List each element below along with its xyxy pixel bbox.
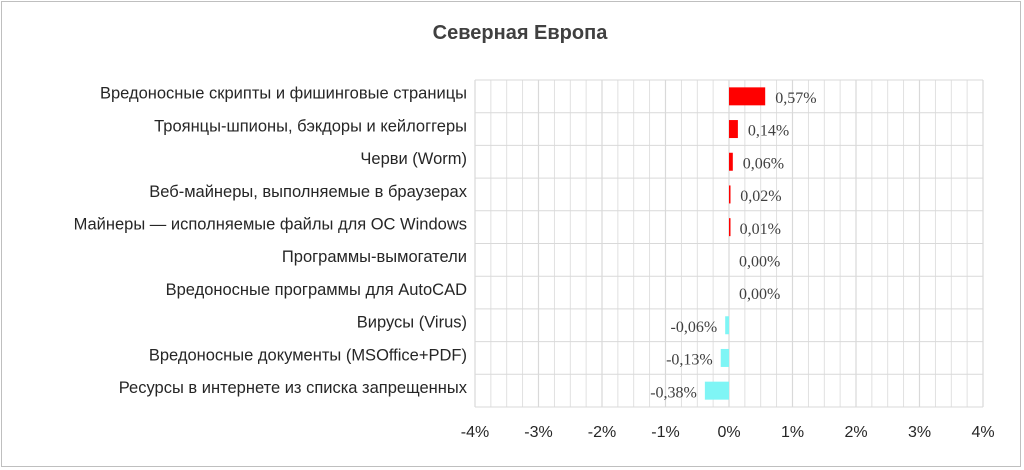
bar xyxy=(729,87,766,106)
data-label: 0,01% xyxy=(740,221,781,238)
data-label: 0,57% xyxy=(775,90,816,107)
category-label: Вредоносные документы (MSOffice+PDF) xyxy=(149,346,467,364)
data-label: 0,00% xyxy=(739,286,780,303)
x-tick-label: -2% xyxy=(588,424,616,441)
data-label: -0,13% xyxy=(666,352,713,369)
data-label: 0,06% xyxy=(743,155,784,172)
data-label: 0,14% xyxy=(748,123,789,140)
category-label: Майнеры — исполняемые файлы для ОС Windo… xyxy=(74,216,467,234)
bar xyxy=(729,185,731,204)
bar xyxy=(729,120,738,139)
category-label: Вредоносные программы для AutoCAD xyxy=(166,281,467,299)
x-tick-label: -3% xyxy=(524,424,552,441)
category-label: Троянцы-шпионы, бэкдоры и кейлоггеры xyxy=(154,117,467,135)
bar xyxy=(720,348,729,367)
x-tick-label: 2% xyxy=(844,424,867,441)
category-label: Вредоносные скрипты и фишинговые страниц… xyxy=(100,85,467,103)
x-tick-label: 0% xyxy=(717,424,740,441)
bar xyxy=(704,381,729,400)
x-tick-label: -1% xyxy=(651,424,679,441)
x-tick-label: 4% xyxy=(971,424,994,441)
data-label: -0,38% xyxy=(650,384,697,401)
bar xyxy=(729,218,731,237)
category-label: Черви (Worm) xyxy=(360,150,467,168)
chart-title: Северная Европа xyxy=(432,22,608,44)
data-label: -0,06% xyxy=(671,319,718,336)
x-tick-label: 1% xyxy=(781,424,804,441)
category-label: Вирусы (Virus) xyxy=(357,314,467,332)
bar xyxy=(729,152,733,171)
category-label: Ресурсы в интернете из списка запрещенны… xyxy=(119,379,468,397)
x-tick-label: -4% xyxy=(461,424,489,441)
bar xyxy=(725,316,729,335)
category-label: Программы-вымогатели xyxy=(282,248,467,266)
data-label: 0,02% xyxy=(740,188,781,205)
x-tick-label: 3% xyxy=(908,424,931,441)
data-label: 0,00% xyxy=(739,254,780,271)
category-label: Веб-майнеры, выполняемые в браузерах xyxy=(149,183,467,201)
